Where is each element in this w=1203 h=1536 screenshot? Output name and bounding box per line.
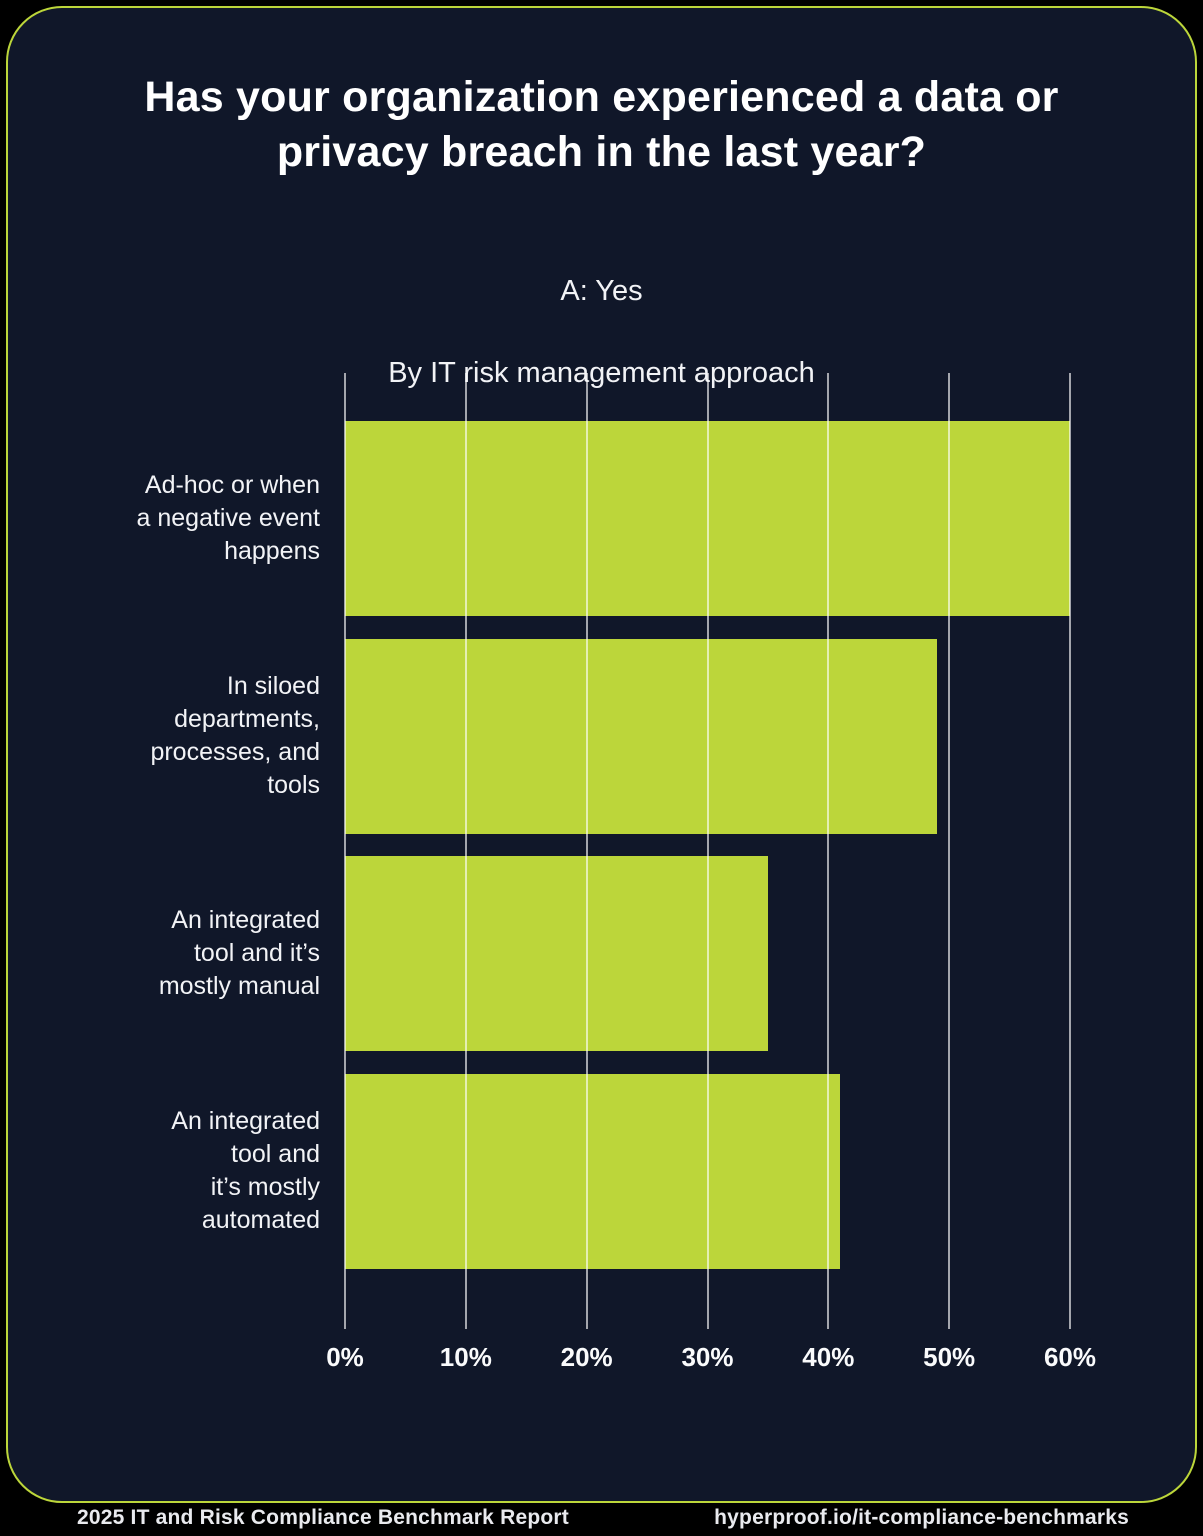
gridline-30% bbox=[706, 373, 709, 1329]
gridline-60% bbox=[1069, 373, 1071, 1329]
tick-label-20%: 20% bbox=[560, 1342, 613, 1372]
tick-label-10%: 10% bbox=[439, 1342, 492, 1372]
footer-url: hyperproof.io/it-compliance-benchmarks bbox=[714, 1506, 1129, 1529]
category-label-2: An integrated tool and it’s mostly manua… bbox=[158, 906, 320, 1001]
footer-report-name: 2025 IT and Risk Compliance Benchmark Re… bbox=[77, 1506, 569, 1529]
bar-chart: Ad-hoc or when a negative event happens I… bbox=[8, 8, 1195, 1501]
plot-area bbox=[344, 373, 1071, 1329]
tick-label-50%: 50% bbox=[923, 1342, 976, 1372]
chart-subtitle-answer: A: Yes bbox=[560, 275, 643, 307]
footer: 2025 IT and Risk Compliance Benchmark Re… bbox=[0, 1500, 1203, 1536]
gridline-20% bbox=[585, 373, 588, 1329]
tick-label-0%: 0% bbox=[326, 1342, 364, 1372]
chart-subtitle: A: Yes By IT risk management approach bbox=[48, 230, 1155, 435]
gridline-50% bbox=[948, 373, 951, 1329]
chart-card: Has your organization experienced a data… bbox=[6, 6, 1197, 1503]
category-label-1: In siloed departments, processes, and to… bbox=[150, 672, 320, 800]
category-label-3: An integrated tool and it’s mostly autom… bbox=[171, 1107, 320, 1235]
bar-3 bbox=[345, 1073, 841, 1269]
chart-title: Has your organization experienced a data… bbox=[144, 73, 1059, 176]
category-label-0: Ad-hoc or when a negative event happens bbox=[136, 471, 320, 565]
tick-label-30%: 30% bbox=[681, 1342, 734, 1372]
tick-label-60%: 60% bbox=[1043, 1342, 1097, 1372]
bar-1 bbox=[345, 638, 938, 834]
gridline-10% bbox=[464, 373, 467, 1329]
gridline-0% bbox=[344, 373, 346, 1329]
gridline-40% bbox=[827, 373, 830, 1329]
tick-label-40%: 40% bbox=[802, 1342, 855, 1372]
bar-2 bbox=[345, 856, 768, 1052]
chart-subtitle-breakdown: By IT risk management approach bbox=[388, 357, 815, 389]
